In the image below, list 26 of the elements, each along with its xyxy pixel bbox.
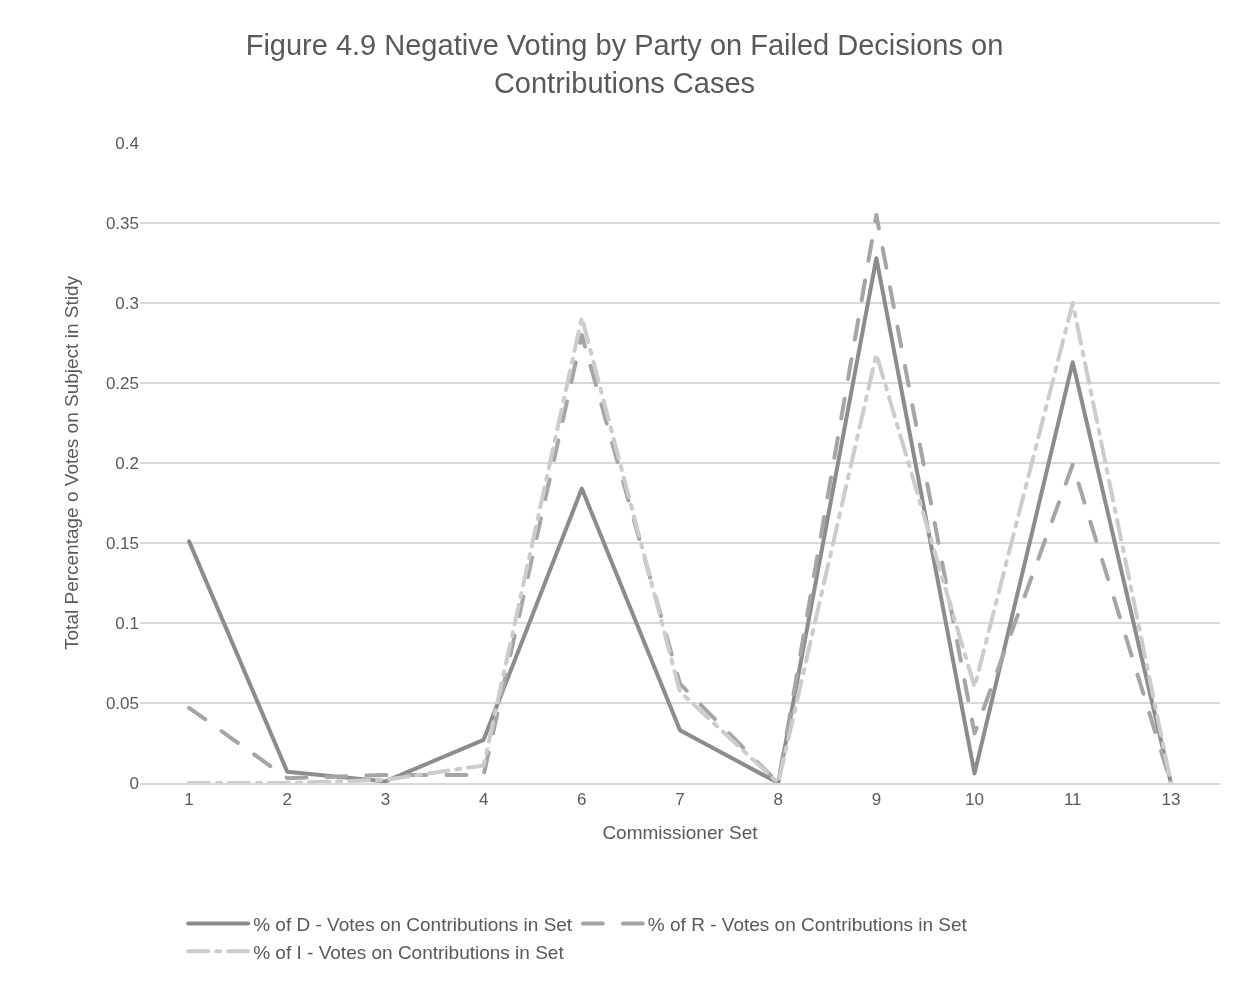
y-tick-label: 0.35 (105, 213, 139, 233)
x-tick-label: 9 (871, 790, 882, 810)
y-tick-label: 0.3 (115, 293, 139, 313)
x-tick-label: 1 (184, 790, 194, 810)
x-tick-label: 13 (1161, 790, 1181, 810)
y-tick-label: 0.2 (115, 453, 139, 473)
y-tick-label: 0.1 (115, 613, 139, 633)
y-tick-label: 0.05 (105, 693, 139, 713)
chart-title: Figure 4.9 Negative Voting by Party on Failed Decisions on Contributions Cases (245, 29, 1004, 99)
x-axis-title: Commissioner Set (602, 822, 759, 844)
x-tick-label: 10 (965, 790, 985, 810)
y-axis-title: Total Percentage o Votes on Subject in Stidy (60, 275, 82, 650)
legend-label: % of R - Votes on Contributions in Set (647, 913, 968, 935)
y-tick-label: 0.25 (105, 373, 139, 393)
x-tick-label: 11 (1063, 790, 1082, 810)
y-tick-label: 0.15 (105, 533, 139, 553)
y-tick-label: 0.4 (115, 133, 139, 153)
y-tick-label: 0 (129, 773, 139, 793)
x-tick-label: 7 (675, 790, 685, 810)
x-tick-label: 8 (773, 790, 783, 810)
x-tick-label: 2 (282, 790, 292, 810)
legend-label: % of D - Votes on Contributions in Set (253, 913, 573, 935)
x-tick-label: 6 (577, 790, 587, 810)
x-tick-label: 3 (380, 790, 391, 810)
legend-label: % of I - Votes on Contributions in Set (253, 941, 565, 963)
x-tick-label: 4 (478, 790, 489, 810)
